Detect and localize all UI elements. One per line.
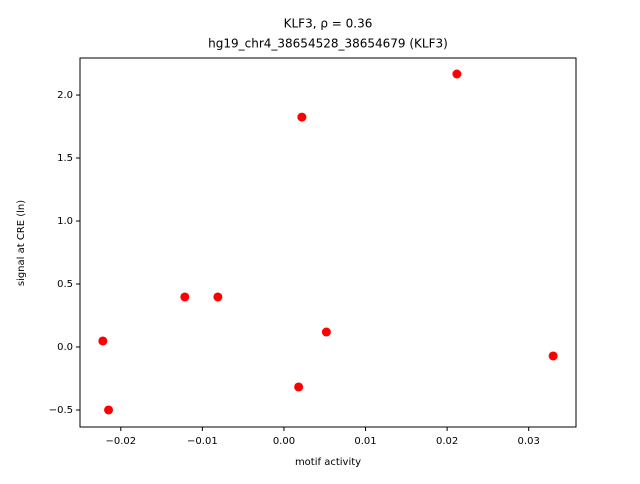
point	[297, 112, 307, 122]
plot-frame	[79, 57, 577, 428]
x-tick-label: 0.03	[518, 436, 540, 447]
x-tick-label: −0.01	[187, 436, 218, 447]
x-tick-label: 0.02	[436, 436, 458, 447]
point	[452, 69, 462, 79]
y-tick-label: 2.0	[57, 90, 73, 101]
y-axis-label: signal at CRE (ln)	[16, 200, 27, 286]
point	[213, 292, 223, 302]
point	[104, 405, 114, 415]
y-tick-label: 0.0	[57, 342, 73, 353]
chart-title: KLF3, ρ = 0.36	[284, 17, 373, 31]
x-axis-label: motif activity	[295, 457, 361, 468]
point	[548, 351, 558, 361]
x-tick-label: 0.01	[354, 436, 376, 447]
x-tick-label: 0.00	[273, 436, 295, 447]
x-tick-label: −0.02	[105, 436, 136, 447]
y-tick-label: −0.5	[49, 405, 73, 416]
point	[98, 336, 108, 346]
y-tick-label: 0.5	[57, 279, 73, 290]
point	[294, 382, 304, 392]
point	[321, 327, 331, 337]
chart-subtitle: hg19_chr4_38654528_38654679 (KLF3)	[208, 37, 448, 51]
y-tick-label: 1.0	[57, 216, 73, 227]
y-tick-label: 1.5	[57, 153, 73, 164]
point	[180, 292, 190, 302]
